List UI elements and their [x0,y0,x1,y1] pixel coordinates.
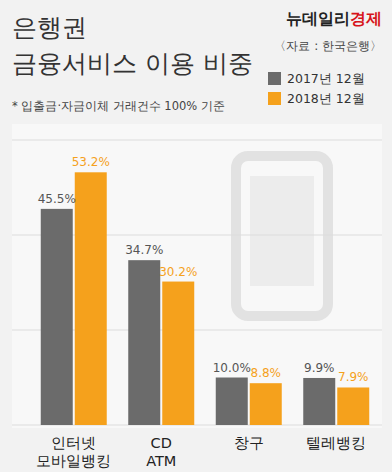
bar [75,172,107,425]
legend-swatch [268,72,281,85]
data-label: 8.8% [251,366,282,380]
bar [337,387,369,425]
note: * 입출금·자금이체 거래건수 100% 기준 [12,99,225,113]
bar [303,378,335,425]
category-label: 텔레뱅킹 [306,435,366,451]
bar [250,383,282,425]
category-label: 인터넷모바일뱅킹 [36,435,111,469]
bar [162,282,194,425]
bar [128,260,160,425]
grid-line [12,140,382,141]
source: 〈자료 : 한국은행〉 [274,39,382,53]
data-label: 10.0% [213,361,251,375]
legend-label: 2018년 12월 [287,91,365,106]
data-label: 34.7% [125,243,163,257]
publisher: 뉴데일리경제 [286,9,382,28]
data-label: 7.9% [338,370,369,384]
bar [41,209,73,425]
legend-label: 2017년 12월 [287,71,365,86]
chart: 은행권금융서비스 이용 비중 뉴데일리경제 〈자료 : 한국은행〉 2017년 12월… [0,0,392,472]
legend-swatch [268,92,281,105]
decor-icon [236,156,328,316]
data-label: 9.9% [304,361,335,375]
bars [41,172,370,425]
plot-panel [12,124,382,428]
background [0,0,392,472]
data-label: 30.2% [159,265,197,279]
category-label: 창구 [234,435,264,451]
publisher-part: 경제 [350,9,382,28]
bar [216,378,248,426]
decor-icon [250,176,314,286]
publisher-part: 뉴데일리 [286,9,350,28]
data-label: 53.2% [72,155,110,169]
data-label: 45.5% [38,192,76,206]
category-label: CDATM [146,435,176,469]
title: 은행권금융서비스 이용 비중 [12,13,253,78]
